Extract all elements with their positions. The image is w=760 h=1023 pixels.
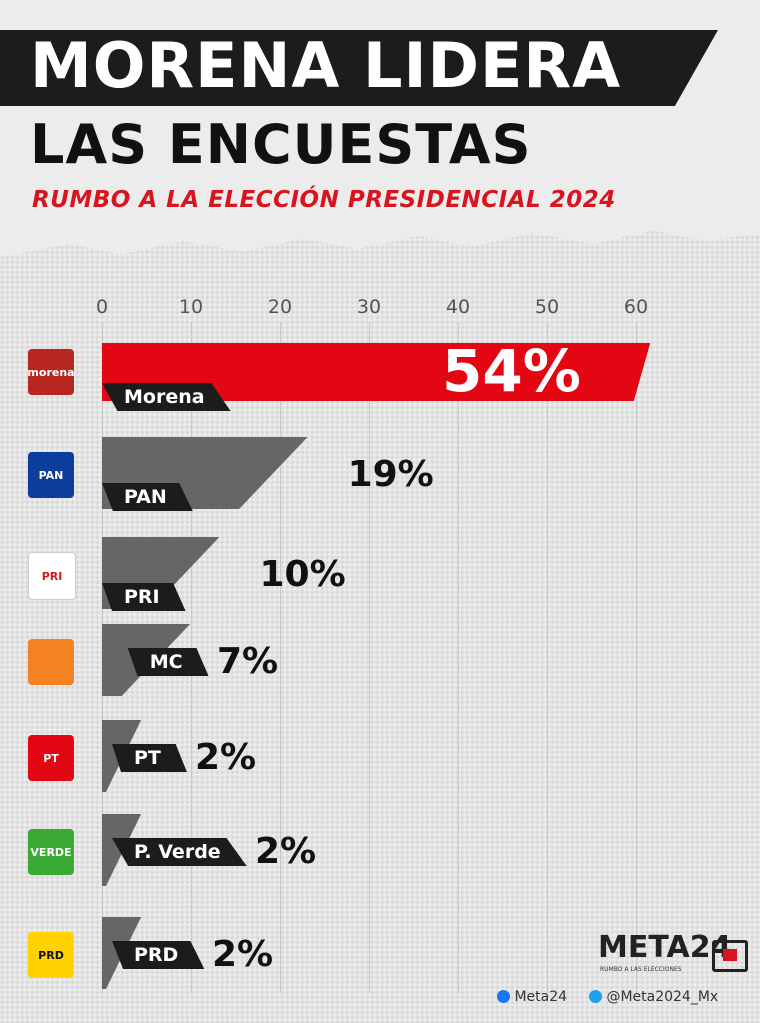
gridline (369, 322, 370, 993)
category-label: P. Verde (112, 838, 247, 866)
category-label: PAN (102, 483, 193, 511)
category-label: Morena (102, 383, 231, 411)
pri-logo: PRI (28, 552, 76, 600)
data-label: 10% (259, 554, 346, 595)
x-tick-label: 10 (178, 296, 204, 318)
gridline (280, 322, 281, 993)
category-label: PT (112, 744, 187, 772)
facebook-icon (497, 990, 510, 1003)
x-tick-label: 0 (95, 296, 109, 318)
twitter-icon (589, 990, 602, 1003)
data-label: 2% (195, 737, 257, 778)
x-tick-label: 20 (267, 296, 293, 318)
brand-tagline: RUMBO A LAS ELECCIONES (600, 966, 682, 973)
prd-logo: PRD (28, 932, 74, 978)
data-label: 2% (212, 934, 274, 975)
facebook-handle: Meta24 (514, 989, 568, 1005)
x-tick-label: 60 (623, 296, 649, 318)
data-label: 54% (442, 337, 581, 405)
gridline (458, 322, 459, 993)
subtitle: RUMBO A LA ELECCIÓN PRESIDENCIAL 2024 (32, 187, 616, 213)
data-label: 19% (347, 454, 434, 495)
verde-logo: VERDE (28, 829, 74, 875)
brand-logo: META24 (598, 932, 731, 964)
morena-logo: morena (28, 349, 74, 395)
title-line2: LAS ENCUESTAS (30, 113, 532, 176)
x-tick-label: 30 (356, 296, 382, 318)
facebook-link[interactable]: Meta24 (497, 988, 567, 1006)
twitter-link[interactable]: @Meta2024_Mx (589, 988, 718, 1006)
gridline (547, 322, 548, 993)
mc-logo (28, 639, 74, 685)
data-label: 2% (255, 831, 317, 872)
category-label: PRD (112, 941, 205, 969)
data-label: 7% (217, 641, 279, 682)
pan-logo: PAN (28, 452, 74, 498)
ballot-monitor-icon (712, 940, 748, 972)
pt-logo: PT (28, 735, 74, 781)
title-line1: MORENA LIDERA (30, 29, 622, 102)
category-label: PRI (102, 583, 186, 611)
gridline (636, 322, 637, 993)
x-tick-label: 40 (445, 296, 471, 318)
twitter-handle: @Meta2024_Mx (606, 989, 719, 1005)
category-label: MC (127, 648, 209, 676)
brand-name: META24 (598, 930, 732, 965)
x-tick-label: 50 (534, 296, 560, 318)
title-band (0, 30, 718, 106)
